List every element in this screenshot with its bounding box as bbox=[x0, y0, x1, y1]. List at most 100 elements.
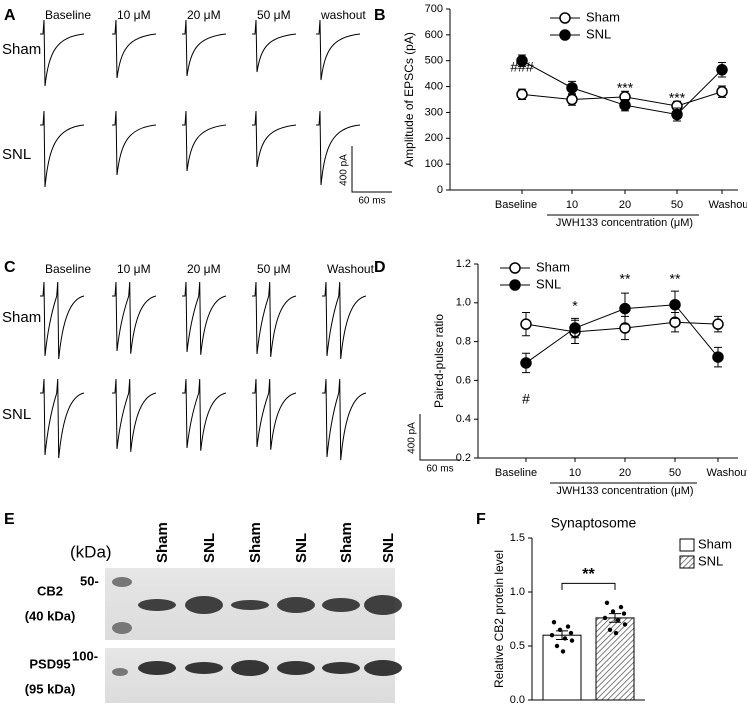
x-tick-label: 50 bbox=[669, 467, 681, 479]
legend-label: Sham bbox=[586, 9, 620, 24]
band bbox=[185, 662, 223, 674]
scale-x-label: 60 ms bbox=[358, 196, 385, 207]
band bbox=[185, 596, 223, 614]
lane-label: SNL bbox=[293, 533, 310, 563]
data-dot bbox=[557, 627, 563, 632]
trace bbox=[112, 19, 157, 79]
trace bbox=[322, 281, 367, 360]
band bbox=[322, 662, 360, 674]
legend-marker bbox=[509, 262, 521, 274]
column-label: Baseline bbox=[45, 8, 91, 22]
legend-marker bbox=[559, 29, 571, 41]
annotation: # bbox=[522, 391, 530, 407]
data-dot bbox=[569, 638, 575, 643]
panel-label: B bbox=[374, 7, 386, 24]
legend-label: SNL bbox=[698, 553, 723, 568]
panel-label: C bbox=[4, 259, 16, 276]
y-tick-label: 0.4 bbox=[456, 413, 471, 425]
data-dot bbox=[604, 600, 610, 605]
data-point bbox=[716, 85, 728, 98]
data-point bbox=[516, 54, 528, 67]
scale-x-label: 60 ms bbox=[426, 464, 453, 475]
x-tick-label: Baseline bbox=[495, 199, 537, 211]
lane-label: Sham bbox=[247, 522, 264, 563]
column-label: Washout bbox=[327, 262, 375, 276]
data-dot bbox=[621, 611, 627, 616]
y-axis-label: Paired-pulse ratio bbox=[432, 314, 446, 408]
column-label: 20 μM bbox=[187, 8, 221, 22]
legend-label: Sham bbox=[536, 259, 570, 274]
band bbox=[138, 599, 176, 611]
annotation: *** bbox=[669, 89, 686, 105]
chart-title: Synaptosome bbox=[551, 515, 637, 531]
panel-label: D bbox=[374, 259, 386, 276]
data-point bbox=[716, 64, 728, 76]
data-point bbox=[712, 318, 724, 330]
blot-label: CB2 bbox=[37, 583, 63, 598]
lane-label: SNL bbox=[201, 533, 218, 563]
legend-label: Sham bbox=[698, 536, 732, 551]
panel-label: F bbox=[476, 511, 486, 528]
trace bbox=[252, 378, 297, 450]
x-tick-label: Washout bbox=[706, 467, 747, 479]
trace bbox=[252, 19, 297, 73]
data-dot bbox=[602, 615, 608, 621]
legend-label: SNL bbox=[586, 26, 611, 41]
y-tick-label: 0.5 bbox=[510, 640, 525, 652]
x-tick-label: 20 bbox=[619, 199, 631, 211]
data-point bbox=[619, 99, 631, 111]
data-dot bbox=[607, 627, 613, 632]
trace bbox=[322, 378, 367, 461]
trace bbox=[182, 281, 227, 355]
data-dot bbox=[622, 622, 628, 627]
band bbox=[277, 597, 315, 613]
data-dot bbox=[615, 617, 621, 623]
data-point bbox=[520, 357, 532, 369]
row-label: SNL bbox=[2, 146, 31, 163]
y-tick-label: 200 bbox=[425, 132, 443, 144]
data-dot bbox=[560, 649, 566, 654]
ladder-band bbox=[112, 668, 128, 676]
x-tick-label: Baseline bbox=[495, 467, 537, 479]
y-tick-label: 500 bbox=[425, 55, 443, 67]
trace bbox=[112, 281, 157, 354]
y-tick-label: 700 bbox=[425, 3, 443, 15]
trace bbox=[182, 19, 227, 77]
y-tick-label: 600 bbox=[425, 29, 443, 41]
x-tick-label: 50 bbox=[671, 199, 683, 211]
y-axis-label: Amplitude of EPSCs (pA) bbox=[402, 32, 416, 167]
column-label: 50 μM bbox=[257, 8, 291, 22]
scale-bar bbox=[351, 146, 392, 193]
row-label: SNL bbox=[2, 406, 31, 423]
band bbox=[277, 661, 315, 675]
data-dot bbox=[613, 630, 619, 636]
lane-label: Sham bbox=[338, 522, 355, 563]
band bbox=[364, 660, 402, 676]
column-label: 20 μM bbox=[187, 262, 221, 276]
y-tick-label: 0 bbox=[437, 184, 443, 196]
y-tick-label: 0.6 bbox=[456, 374, 471, 386]
data-dot bbox=[618, 604, 624, 610]
column-label: 10 μM bbox=[117, 8, 151, 22]
trace bbox=[40, 378, 85, 459]
column-label: washout bbox=[320, 8, 366, 22]
trace bbox=[252, 110, 297, 168]
data-point bbox=[566, 82, 578, 94]
data-dot bbox=[549, 633, 555, 638]
trace bbox=[182, 378, 227, 451]
western-blot bbox=[105, 568, 402, 703]
blot-label: PSD95 bbox=[29, 656, 70, 671]
row-label: Sham bbox=[2, 309, 41, 326]
band bbox=[138, 661, 176, 675]
trace bbox=[316, 110, 361, 186]
data-dot bbox=[610, 609, 616, 614]
y-tick-label: 300 bbox=[425, 106, 443, 118]
data-point bbox=[671, 108, 683, 121]
column-label: 50 μM bbox=[257, 262, 291, 276]
y-tick-label: 0.8 bbox=[456, 336, 471, 348]
y-tick-label: 0.2 bbox=[456, 452, 471, 464]
y-tick-label: 400 bbox=[425, 80, 443, 92]
bar bbox=[542, 634, 582, 701]
x-tick-label: 20 bbox=[619, 467, 631, 479]
